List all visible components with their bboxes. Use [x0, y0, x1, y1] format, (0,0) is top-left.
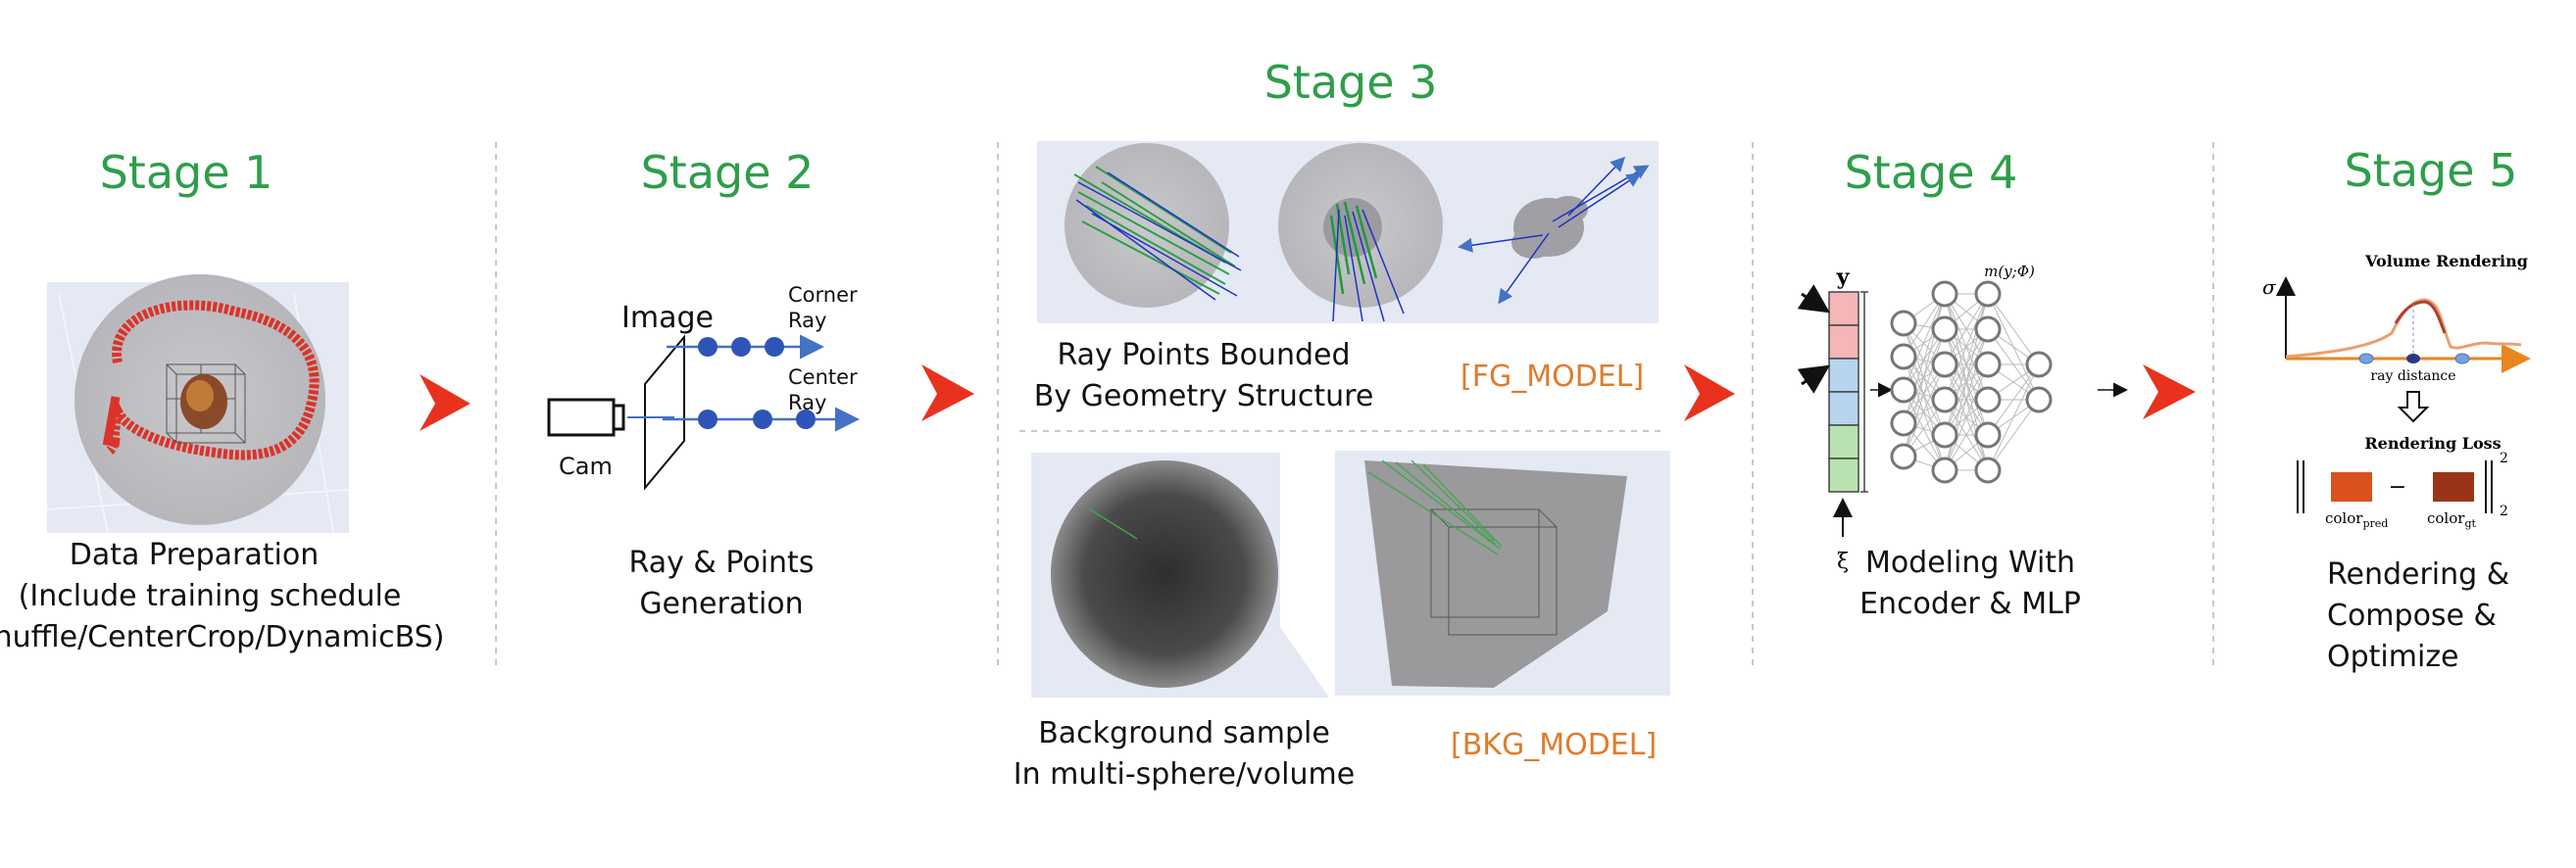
stage2-caption-line-1: Ray & Points — [629, 546, 815, 580]
stage1-scene-image — [46, 274, 350, 534]
flow-arrow-4 — [2143, 364, 2196, 419]
mlp-edge — [1903, 322, 1946, 401]
stage5-caption-line-3: Optimize — [2327, 640, 2459, 674]
stage1-caption-line-1: Data Preparation — [70, 538, 319, 572]
center-ray-label-line-2: Ray — [788, 391, 826, 414]
mlp-neuron — [1890, 443, 1917, 470]
mlp-neuron — [1931, 457, 1958, 484]
mlp-edge — [1903, 356, 1946, 471]
stage-5-title: Stage 5 — [2345, 144, 2518, 197]
xi-label: ξ — [1837, 550, 1849, 574]
flow-arrow-3 — [1684, 364, 1735, 421]
flow-arrow-2 — [921, 364, 974, 421]
mlp-neuron — [1974, 386, 2002, 413]
mlp-neuron — [1974, 280, 2002, 308]
norm-subscript: 2 — [2500, 504, 2508, 519]
mlp-neuron — [1974, 351, 2002, 378]
mlp-neuron — [1974, 457, 2002, 484]
mlp-neuron — [1890, 376, 1917, 404]
camera-icon — [547, 398, 625, 437]
mlp-edge — [1987, 399, 2040, 471]
fg-caption-line-2: By Geometry Structure — [1034, 379, 1374, 413]
corner-ray — [667, 334, 824, 360]
mlp-edge — [1987, 293, 2040, 365]
down-arrow-icon — [2397, 391, 2430, 423]
mlp-edge — [1944, 399, 1989, 471]
mlp-neuron — [1931, 421, 1958, 449]
mlp-edge — [1903, 293, 1946, 391]
mlp-edge — [1944, 293, 1989, 365]
mlp-neuron — [1974, 315, 2002, 343]
stage4-caption-line-1: Modeling With — [1865, 546, 2075, 580]
stage-3-title: Stage 3 — [1264, 56, 1438, 109]
stage-2-title: Stage 2 — [641, 146, 815, 199]
volume-rendering-title: Volume Rendering — [2364, 252, 2528, 270]
mlp-edge — [1987, 363, 2040, 436]
stage4-caption-line-2: Encoder & MLP — [1859, 587, 2081, 621]
mlp-edge — [1903, 293, 1946, 424]
mlp-neuron — [2025, 386, 2053, 413]
stage-4-title: Stage 4 — [1845, 146, 2018, 199]
image-plane — [644, 334, 685, 491]
stage1-caption-line-3: Shuffle/CenterCrop/DynamicBS) — [0, 620, 444, 654]
mlp-edge — [1944, 293, 1989, 436]
color-pred-swatch — [2331, 472, 2372, 502]
fg-model-tag: [FG_MODEL] — [1461, 360, 1644, 394]
center-ray — [663, 407, 860, 432]
color-gt-swatch — [2433, 472, 2474, 502]
stage-1-title: Stage 1 — [100, 146, 273, 199]
bkg-caption-line-2: In multi-sphere/volume — [1014, 757, 1355, 792]
bkg-caption-line-1: Background sample — [1038, 716, 1330, 750]
cam-label: Cam — [559, 453, 613, 480]
mlp-edge — [1903, 389, 1946, 471]
mlp-edge — [1903, 356, 1946, 436]
mlp-neuron — [1931, 315, 1958, 343]
color-gt-label: colorgt — [2427, 509, 2476, 530]
density-curve — [2285, 298, 2522, 359]
stage2-ray-diagram — [547, 334, 860, 491]
mlp-neuron — [1890, 343, 1917, 370]
mlp-edge — [1944, 363, 1989, 471]
mlp-edge — [1903, 363, 1946, 458]
mlp-network — [1890, 280, 2053, 484]
center-ray-label-line-1: Center — [788, 365, 858, 389]
flow-arrow-1 — [420, 374, 471, 431]
corner-ray-label-line-1: Corner — [788, 283, 858, 307]
ray-distance-label: ray distance — [2370, 368, 2455, 384]
mlp-neuron — [1974, 421, 2002, 449]
rendering-loss-title: Rendering Loss — [2364, 434, 2501, 453]
mlp-edge — [1987, 363, 2040, 471]
volume-rendering-plot: Volume Rendering σ ray distance Renderin… — [2262, 252, 2531, 530]
bkg-model-tag: [BKG_MODEL] — [1451, 728, 1657, 762]
stage1-caption-line-2: (Include training schedule — [19, 579, 402, 613]
mlp-neuron — [1931, 386, 1958, 413]
minus-sign: − — [2389, 475, 2406, 500]
encoder-feature-vector — [1828, 291, 1859, 493]
mlp-neuron — [1931, 351, 1958, 378]
mlp-diagram: y ξ m(y;Φ) — [1797, 263, 2128, 574]
sigma-label: σ — [2262, 275, 2277, 299]
mlp-neuron — [1931, 280, 1958, 308]
camera-trajectory-ring — [106, 300, 320, 460]
color-pred-label: colorpred — [2325, 509, 2388, 530]
fg-caption-line-1: Ray Points Bounded — [1057, 338, 1350, 372]
stage5-caption-line-1: Rendering & — [2327, 557, 2509, 592]
mlp-neuron — [1890, 410, 1917, 437]
bkg-render-images — [1031, 451, 1670, 698]
mlp-edge — [1903, 328, 1946, 458]
corner-ray-label-line-2: Ray — [788, 309, 826, 332]
fg-render-images — [1037, 141, 1659, 323]
norm-superscript: 2 — [2500, 451, 2508, 466]
mlp-edge — [1944, 293, 1989, 401]
mlp-edge — [1903, 322, 1946, 436]
function-label: m(y;Φ) — [1984, 263, 2035, 280]
mlp-edge — [1944, 328, 1989, 471]
stage5-caption-line-2: Compose & — [2327, 599, 2497, 633]
image-label: Image — [621, 301, 714, 335]
mlp-neuron — [2025, 351, 2053, 378]
y-label: y — [1836, 265, 1851, 290]
mlp-neuron — [1890, 310, 1917, 337]
stage2-caption-line-2: Generation — [639, 587, 803, 621]
